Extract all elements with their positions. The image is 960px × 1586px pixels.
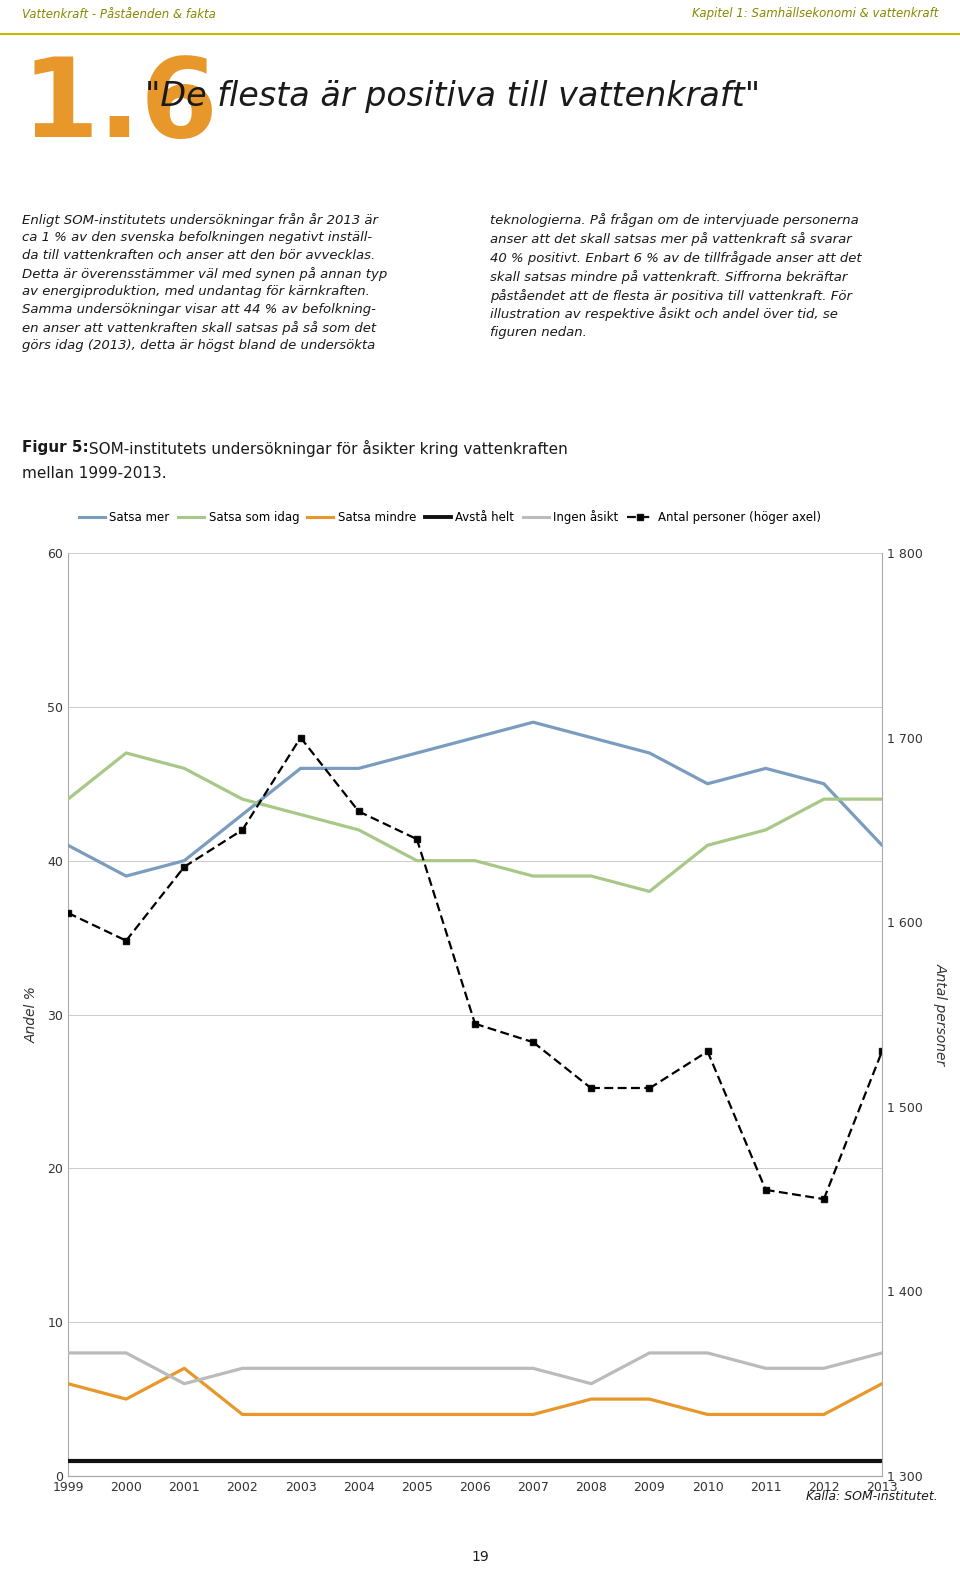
Text: Vattenkraft - Påståenden & fakta: Vattenkraft - Påståenden & fakta [22, 8, 216, 21]
Text: Enligt SOM-institutets undersökningar från år 2013 är
ca 1 % av den svenska befo: Enligt SOM-institutets undersökningar fr… [22, 213, 387, 352]
Y-axis label: Andel %: Andel % [25, 986, 38, 1044]
Text: Figur 5:: Figur 5: [22, 439, 88, 455]
Text: SOM-institutets undersökningar för åsikter kring vattenkraften: SOM-institutets undersökningar för åsikt… [84, 439, 567, 457]
Y-axis label: Antal personer: Antal personer [934, 963, 948, 1066]
Text: Kapitel 1: Samhällsekonomi & vattenkraft: Kapitel 1: Samhällsekonomi & vattenkraft [691, 8, 938, 21]
Text: mellan 1999-2013.: mellan 1999-2013. [22, 466, 167, 481]
Text: 1.6: 1.6 [22, 52, 219, 160]
Text: "De flesta är positiva till vattenkraft": "De flesta är positiva till vattenkraft" [145, 79, 760, 113]
Text: 19: 19 [471, 1550, 489, 1564]
Text: teknologierna. På frågan om de intervjuade personerna
anser att det skall satsas: teknologierna. På frågan om de intervjua… [490, 213, 862, 339]
Text: Källa: SOM-institutet.: Källa: SOM-institutet. [806, 1489, 938, 1502]
Legend: Satsa mer, Satsa som idag, Satsa mindre, Avstå helt, Ingen åsikt, Antal personer: Satsa mer, Satsa som idag, Satsa mindre,… [74, 506, 826, 528]
